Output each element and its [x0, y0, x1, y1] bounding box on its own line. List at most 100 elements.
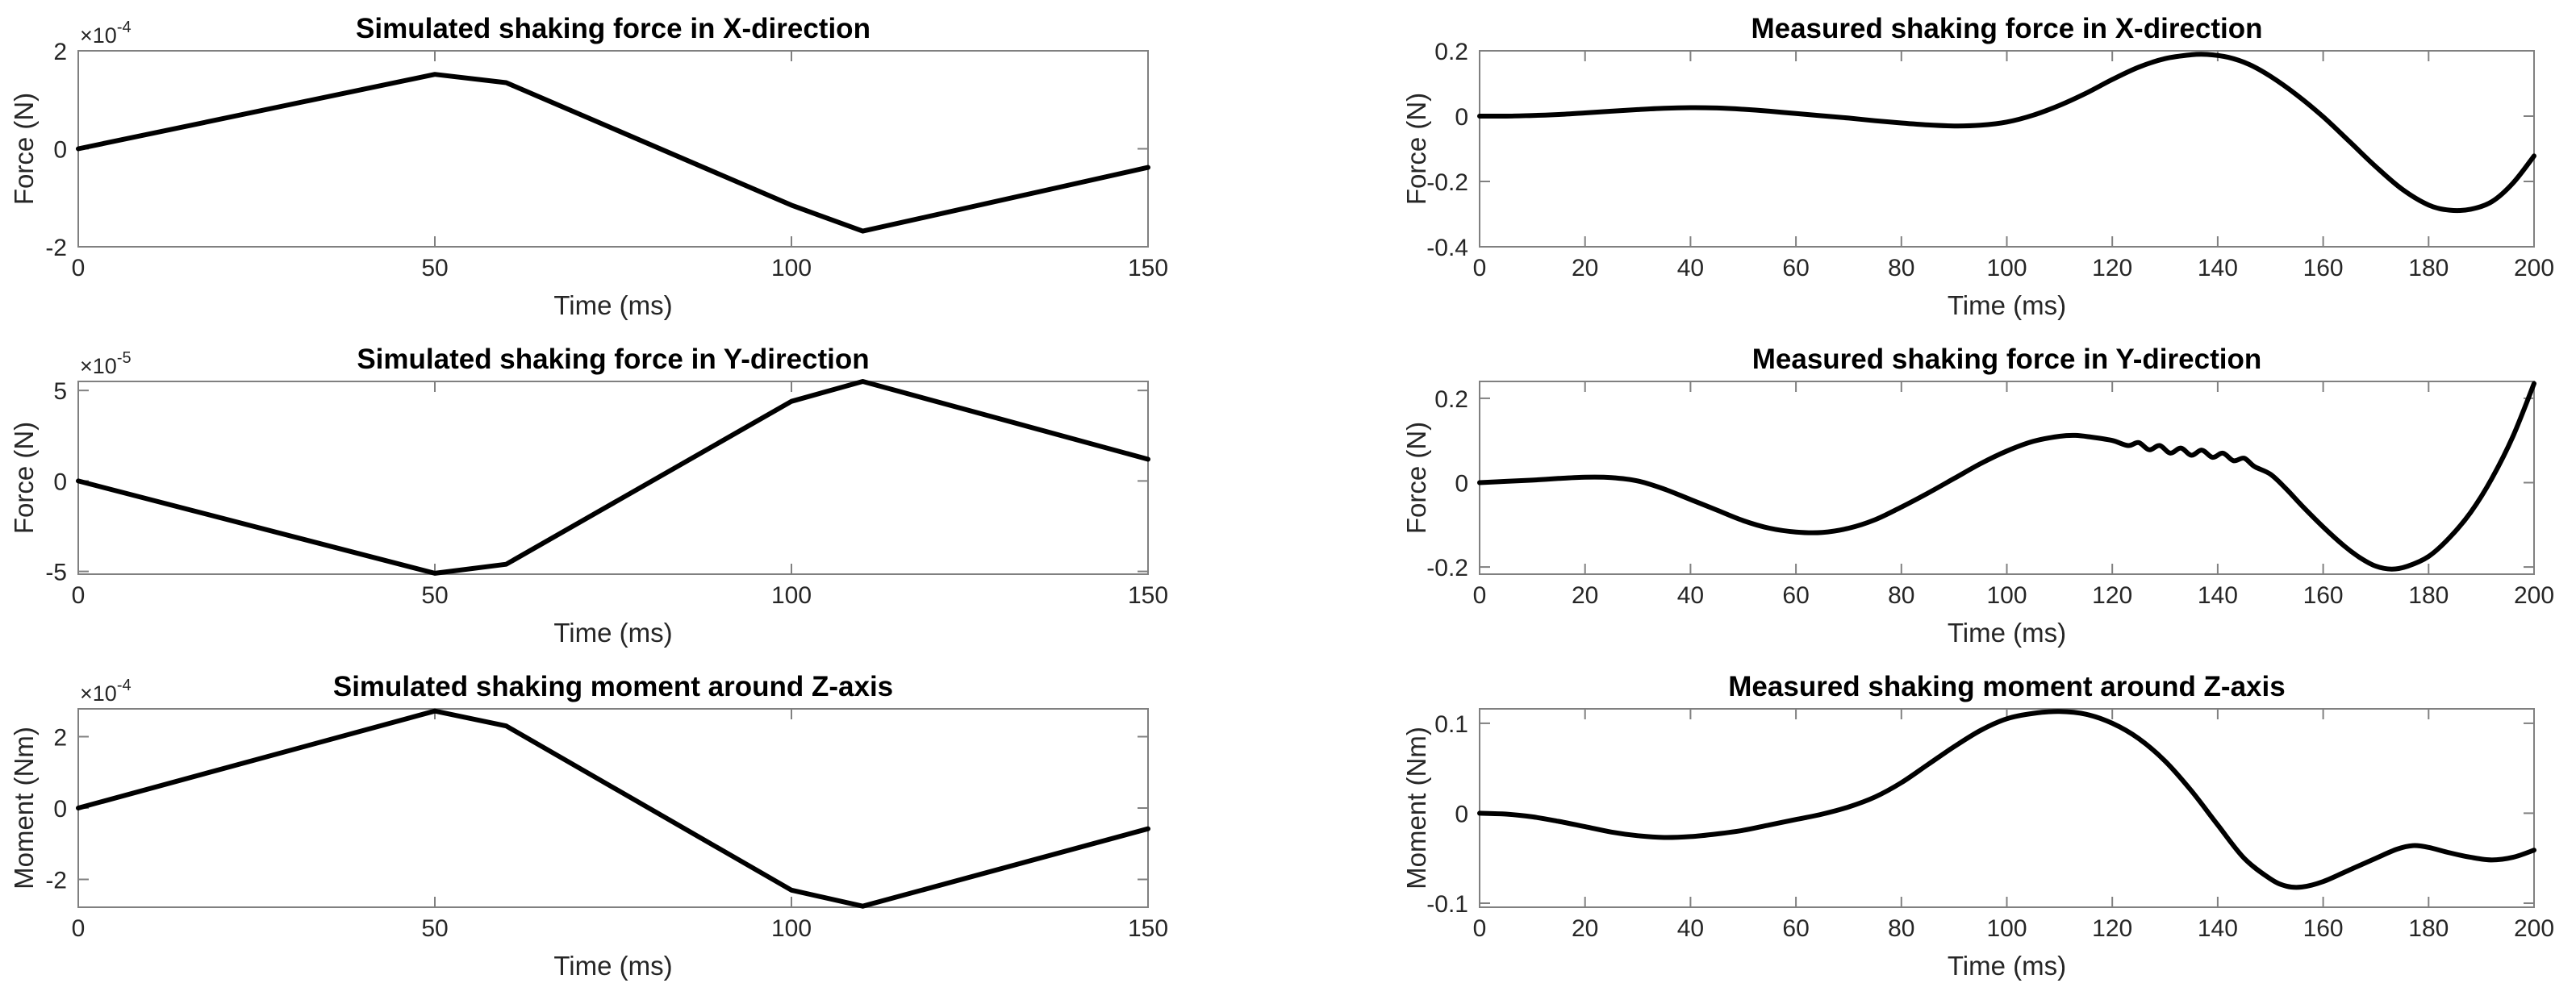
- x-axis-label: Time (ms): [1948, 618, 2066, 648]
- x-tick-label: 200: [2514, 582, 2554, 609]
- y-tick-label: 0: [1455, 471, 1468, 498]
- x-tick-label: 20: [1572, 255, 1598, 281]
- axes-box: [77, 50, 1149, 248]
- axes-box: [1479, 381, 2535, 575]
- y-tick-label: 0.2: [1434, 39, 1468, 65]
- plot-simulated-moment-z: 0 50 100 150 -2 0 2 ×10-4 Simulated shaking mome…: [0, 669, 1288, 1004]
- x-tick-label: 50: [421, 915, 448, 942]
- x-tick-label: 180: [2408, 255, 2449, 281]
- x-tick-label: 40: [1677, 582, 1704, 609]
- x-tick-label: 100: [1986, 915, 2027, 942]
- x-tick-label: 0: [1473, 915, 1487, 942]
- x-tick-label: 100: [771, 915, 812, 942]
- data-curve: [76, 379, 1150, 576]
- x-tick-label: 100: [771, 255, 812, 281]
- chart-canvas-measured-force-x: 0 20 40 60 80 100 120 140 160 180 200 -0.4 -0.2 0 0.2 M…: [1401, 13, 2554, 320]
- x-axis-label: Time (ms): [553, 951, 672, 981]
- x-tick-label: 120: [2092, 915, 2132, 942]
- plot-measured-moment-z: 0 20 40 60 80 100 120 140 160 180 200 -0.1 0 0.1 Measu…: [1288, 669, 2576, 1004]
- x-tick-label: 80: [1888, 915, 1914, 942]
- x-tick-label: 60: [1782, 915, 1809, 942]
- y-axis-label: Force (N): [9, 422, 39, 534]
- x-tick-label: 200: [2514, 915, 2554, 942]
- y-tick-label: -2: [45, 235, 67, 261]
- y-tick-label: 0: [1455, 104, 1468, 131]
- plot-title: Simulated shaking moment around Z-axis: [333, 671, 893, 702]
- data-curve: [1477, 709, 2536, 890]
- x-tick-label: 100: [1986, 255, 2027, 281]
- y-tick-label: -2: [45, 868, 67, 894]
- plot-title: Measured shaking force in Y-direction: [1752, 344, 2261, 375]
- y-tick-label: 0.1: [1434, 711, 1468, 738]
- x-tick-label: 140: [2198, 582, 2238, 609]
- y-axis-exponent: ×10-4: [80, 677, 132, 706]
- data-curve: [1477, 52, 2536, 214]
- y-tick-label: 0: [53, 137, 67, 164]
- chart-canvas-simulated-force-y: 0 50 100 150-505×10-5 Simulated shaking forc…: [9, 344, 1168, 648]
- x-tick-label: 40: [1677, 915, 1704, 942]
- x-tick-label: 140: [2198, 255, 2238, 281]
- data-curve: [1477, 381, 2536, 572]
- x-tick-label: 120: [2092, 582, 2132, 609]
- plot-measured-force-x: 0 20 40 60 80 100 120 140 160 180 200 -0.4 -0.2 0 0.2 M…: [1288, 0, 2576, 335]
- data-curve: [76, 708, 1150, 909]
- x-axis-label: Time (ms): [1948, 290, 2066, 320]
- x-tick-label: 0: [1473, 582, 1487, 609]
- y-tick-label: 0.2: [1434, 386, 1468, 413]
- y-tick-label: -0.2: [1426, 555, 1468, 581]
- y-tick-label: -0.2: [1426, 169, 1468, 196]
- y-tick-label: -5: [45, 560, 67, 586]
- chart-canvas-simulated-force-x: 0 50 100 150-202×10-4 Simulated shaking forc…: [9, 13, 1168, 320]
- x-tick-label: 180: [2408, 582, 2449, 609]
- y-tick-label: 2: [53, 725, 67, 752]
- x-axis-label: Time (ms): [553, 618, 672, 648]
- x-tick-label: 60: [1782, 255, 1809, 281]
- x-axis-label: Time (ms): [1948, 951, 2066, 981]
- x-tick-label: 50: [421, 255, 448, 281]
- y-axis-label: Moment (Nm): [9, 727, 39, 889]
- y-tick-label: 0: [53, 796, 67, 823]
- y-tick-label: 0: [53, 469, 67, 495]
- y-axis-label: Moment (Nm): [1401, 727, 1431, 889]
- x-tick-label: 140: [2198, 915, 2238, 942]
- x-axis-label: Time (ms): [553, 290, 672, 320]
- axes-box: [77, 381, 1149, 575]
- data-curve: [76, 72, 1150, 234]
- x-tick-label: 150: [1128, 915, 1168, 942]
- x-tick-label: 180: [2408, 915, 2449, 942]
- x-tick-label: 50: [421, 582, 448, 609]
- y-axis-label: Force (N): [9, 93, 39, 205]
- plot-title: Measured shaking force in X-direction: [1751, 13, 2262, 44]
- x-tick-label: 150: [1128, 582, 1168, 609]
- x-tick-label: 0: [1473, 255, 1487, 281]
- x-tick-label: 20: [1572, 582, 1598, 609]
- x-tick-label: 200: [2514, 255, 2554, 281]
- y-tick-label: -0.4: [1426, 235, 1468, 261]
- x-tick-label: 160: [2303, 582, 2344, 609]
- axes-box: [1479, 50, 2535, 248]
- x-tick-label: 0: [72, 915, 86, 942]
- axes-box: [77, 708, 1149, 908]
- plot-simulated-force-x: 0 50 100 150 -2 0 2 ×10-4 Simulated shaking forc…: [0, 0, 1288, 335]
- x-tick-label: 100: [771, 582, 812, 609]
- x-tick-label: 150: [1128, 255, 1168, 281]
- x-tick-label: 160: [2303, 255, 2344, 281]
- x-tick-label: 80: [1888, 582, 1914, 609]
- x-tick-label: 160: [2303, 915, 2344, 942]
- x-tick-label: 80: [1888, 255, 1914, 281]
- x-tick-label: 0: [72, 582, 86, 609]
- y-axis-label: Force (N): [1401, 93, 1431, 205]
- plot-simulated-force-y: 0 50 100 150 -5 0 5 ×10-5 Simulated shaking forc…: [0, 335, 1288, 669]
- axes-box: [1479, 708, 2535, 908]
- plot-title: Simulated shaking force in Y-direction: [357, 344, 869, 375]
- x-tick-label: 40: [1677, 255, 1704, 281]
- plot-title: Simulated shaking force in X-direction: [356, 13, 870, 44]
- y-axis-exponent: ×10-4: [80, 19, 132, 48]
- y-axis-exponent: ×10-5: [80, 349, 132, 378]
- x-tick-label: 60: [1782, 582, 1809, 609]
- chart-canvas-measured-moment-z: 0 20 40 60 80 100 120 140 160 180 200-0.100.1Measu…: [1401, 671, 2554, 981]
- chart-canvas-simulated-moment-z: 0 50 100 150-202×10-4 Simulated shaking mome…: [9, 671, 1168, 981]
- y-tick-label: 2: [53, 39, 67, 65]
- x-tick-label: 0: [72, 255, 86, 281]
- y-tick-label: 0: [1455, 801, 1468, 827]
